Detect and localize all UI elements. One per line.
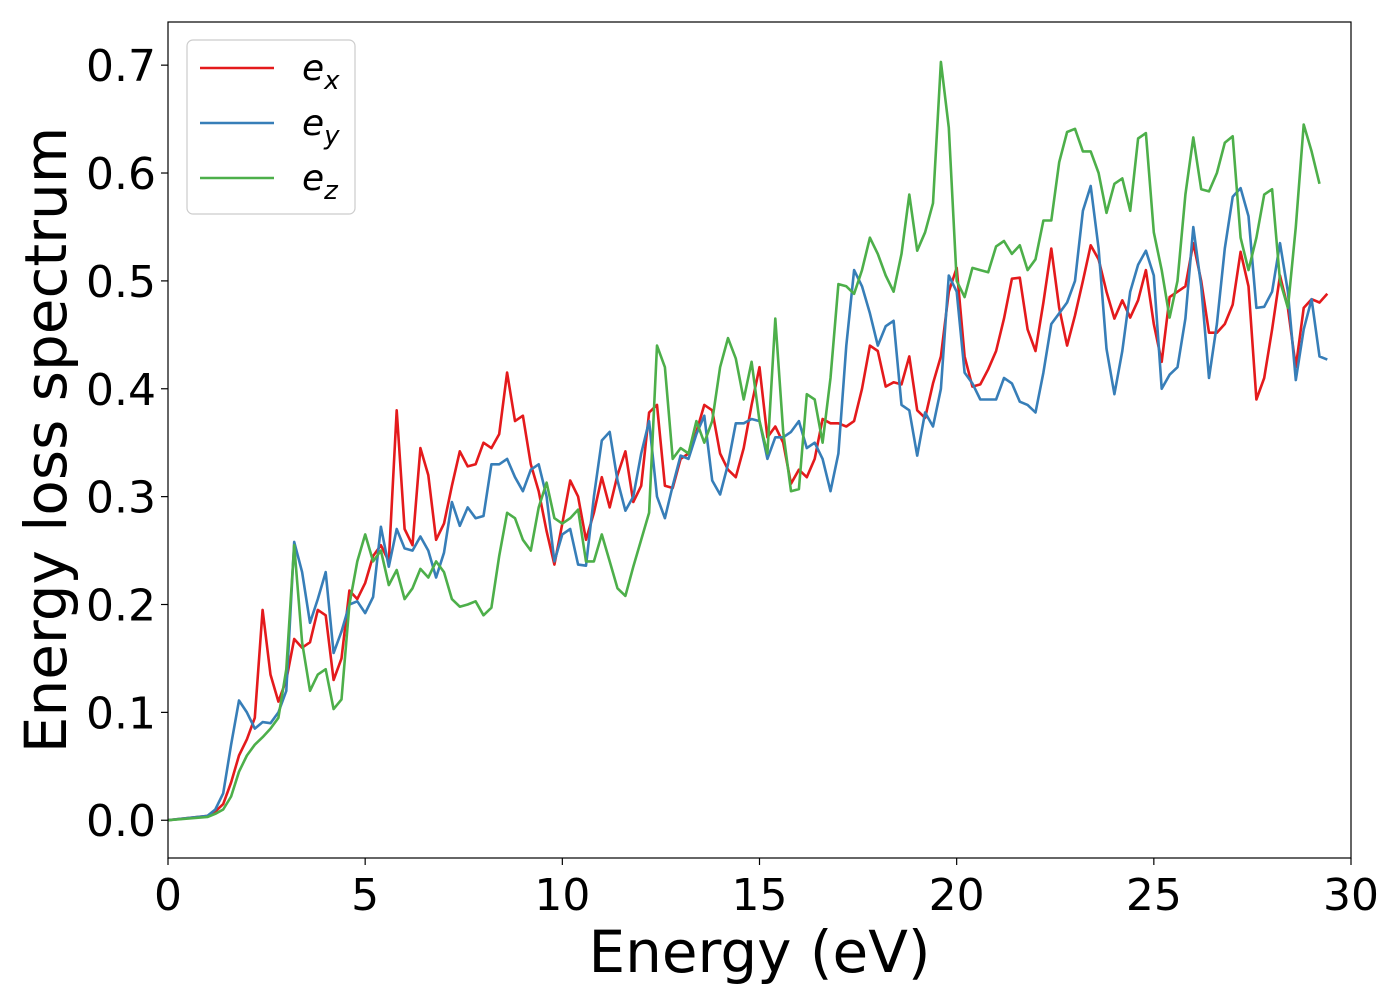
y-tick-label: 0.6 bbox=[86, 149, 156, 200]
y-tick-label: 0.3 bbox=[86, 473, 156, 524]
y-axis-ticks: 0.0 0.1 0.2 0.3 0.4 0.5 0.6 0.7 bbox=[86, 41, 168, 847]
legend-frame bbox=[186, 39, 356, 215]
legend-label: ey bbox=[302, 103, 340, 151]
legend: ex ey ez bbox=[186, 39, 356, 215]
x-tick-label: 10 bbox=[534, 870, 590, 921]
y-tick-label: 0.5 bbox=[86, 257, 156, 308]
y-tick-label: 0.4 bbox=[86, 365, 156, 416]
x-tick-label: 30 bbox=[1323, 870, 1379, 921]
series-layer bbox=[168, 60, 1329, 822]
y-axis-label: Energy loss spectrum bbox=[12, 127, 80, 753]
x-axis-label: Energy (eV) bbox=[588, 918, 930, 986]
y-tick-label: 0.1 bbox=[86, 688, 156, 739]
x-tick-label: 0 bbox=[154, 870, 182, 921]
y-tick-label: 0.7 bbox=[86, 41, 156, 92]
x-tick-label: 15 bbox=[732, 870, 788, 921]
x-tick-label: 25 bbox=[1126, 870, 1182, 921]
legend-label: ex bbox=[302, 48, 340, 96]
legend-label: ez bbox=[302, 158, 339, 206]
y-tick-label: 0.2 bbox=[86, 581, 156, 632]
x-tick-label: 20 bbox=[929, 870, 985, 921]
series-line-e-z bbox=[168, 60, 1321, 822]
x-axis-ticks: 0 5 10 15 20 25 30 bbox=[154, 858, 1379, 921]
x-tick-label: 5 bbox=[351, 870, 379, 921]
y-tick-label: 0.0 bbox=[86, 796, 156, 847]
